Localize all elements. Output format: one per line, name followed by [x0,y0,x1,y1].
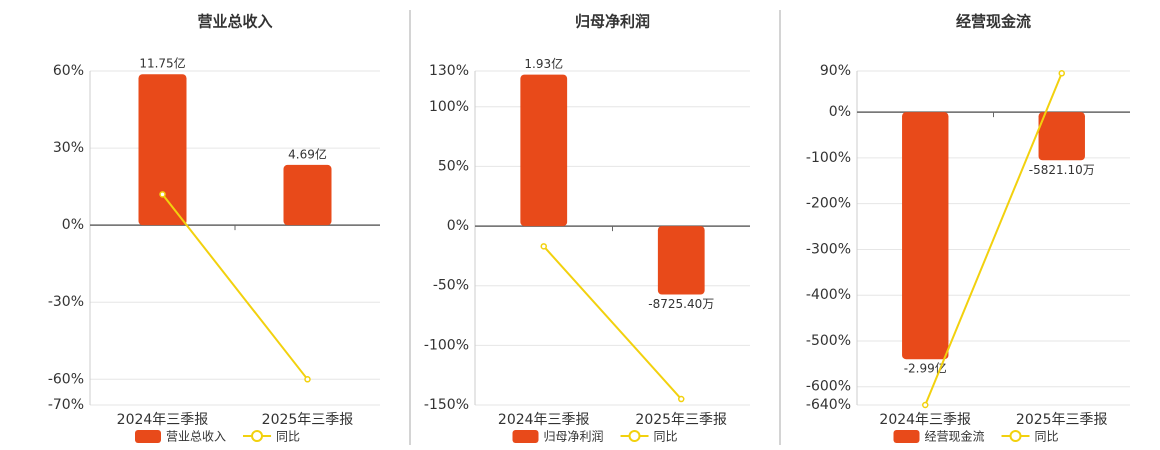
legend-marker [1009,430,1022,442]
y-tick-label: -60% [48,371,84,387]
x-tick-label: 2025年三季报 [262,412,354,428]
y-tick-label: -50% [433,278,469,294]
bar [520,74,568,227]
legend-marker [628,430,641,442]
y-tick-label: -640% [806,397,851,413]
y-tick-label: -100% [424,337,469,353]
chart-title: 经营现金流 [956,13,1031,31]
point [159,191,166,198]
x-tick-label: 2025年三季报 [635,412,727,428]
y-tick-label: 0% [62,217,84,233]
bar [902,112,949,360]
y-tick-label: 130% [429,63,469,79]
legend-label: 营业总收入 [166,430,226,444]
chart-title: 归母净利润 [575,13,650,31]
y-tick-label: -30% [48,294,84,310]
value-label: -5821.10万 [1029,163,1095,177]
x-tick-label: 2024年三季报 [498,412,590,428]
value-label: 4.69亿 [288,146,327,161]
y-tick-label: 90% [820,63,851,79]
y-tick-label: 50% [438,158,469,174]
y-tick-label: -400% [806,287,851,303]
y-tick-label: -300% [806,241,851,257]
legend-marker [251,430,264,442]
bar [657,226,705,295]
legend-swatch [135,430,161,443]
value-label: 11.75亿 [139,56,185,71]
y-tick-label: -150% [424,397,469,413]
y-tick-label: -200% [806,196,851,212]
chart-title: 营业总收入 [197,13,272,31]
y-tick-label: 0% [829,104,851,120]
point [678,395,685,403]
point [304,376,311,383]
x-tick-label: 2024年三季报 [117,412,209,428]
line [161,193,309,380]
legend-label: 同比 [1035,430,1059,444]
y-tick-label: 0% [447,218,469,234]
value-label: -2.99亿 [904,361,947,376]
legend-label: 同比 [654,430,678,444]
y-tick-label: 30% [53,140,84,156]
legend-swatch [512,430,539,443]
line [924,72,1063,406]
value-label: -8725.40万 [648,297,714,311]
y-tick-label: -100% [806,150,851,166]
legend-label: 同比 [276,430,300,444]
point [1058,70,1065,77]
value-label: 1.93亿 [524,56,563,71]
y-tick-label: 100% [429,99,469,115]
bar [1038,112,1085,161]
y-tick-label: -500% [806,333,851,349]
line [543,245,682,400]
y-tick-label: -70% [48,397,84,413]
x-tick-label: 2024年三季报 [879,412,971,428]
legend-swatch [893,430,920,443]
point [540,243,547,250]
y-tick-label: -600% [806,379,851,395]
x-tick-label: 2025年三季报 [1016,412,1108,428]
bar [283,164,332,226]
bar [138,74,187,226]
legend-label: 归母净利润 [544,430,604,444]
y-tick-label: 60% [53,63,84,79]
legend-label: 经营现金流 [925,429,985,444]
point [922,401,929,409]
